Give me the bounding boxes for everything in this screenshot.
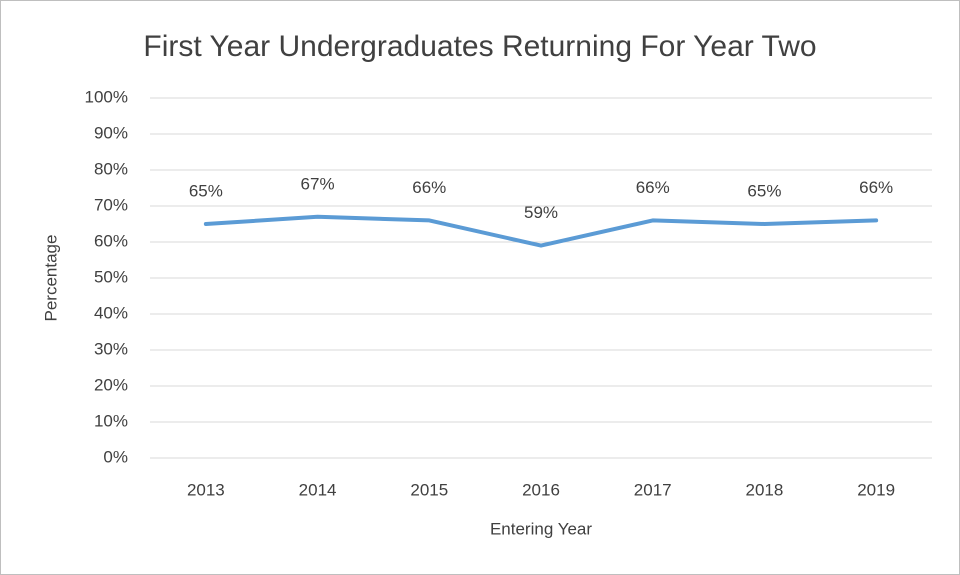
x-axis-title: Entering Year: [490, 519, 592, 538]
data-label: 67%: [301, 174, 335, 193]
y-tick-label: 40%: [94, 303, 128, 322]
y-tick-label: 60%: [94, 231, 128, 250]
y-tick-label: 90%: [94, 123, 128, 142]
y-tick-label: 70%: [94, 195, 128, 214]
x-tick-label: 2016: [522, 480, 560, 499]
data-label: 66%: [412, 178, 446, 197]
y-tick-label: 100%: [85, 87, 128, 106]
x-tick-label: 2014: [299, 480, 337, 499]
data-label: 59%: [524, 203, 558, 222]
y-tick-label: 50%: [94, 267, 128, 286]
y-axis-title: Percentage: [41, 235, 60, 322]
x-tick-label: 2019: [857, 480, 895, 499]
y-tick-label: 0%: [103, 447, 128, 466]
x-tick-label: 2018: [746, 480, 784, 499]
data-label: 66%: [859, 178, 893, 197]
y-tick-label: 20%: [94, 375, 128, 394]
y-tick-label: 10%: [94, 411, 128, 430]
line: [203, 214, 879, 248]
data-label: 65%: [747, 181, 781, 200]
x-tick-label: 2013: [187, 480, 225, 499]
x-tick-label: 2015: [410, 480, 448, 499]
x-tick-label: 2017: [634, 480, 672, 499]
chart-title: First Year Undergraduates Returning For …: [143, 30, 816, 63]
data-label: 66%: [636, 178, 670, 197]
y-tick-label: 80%: [94, 159, 128, 178]
data-label: 65%: [189, 181, 223, 200]
y-tick-label: 30%: [94, 339, 128, 358]
